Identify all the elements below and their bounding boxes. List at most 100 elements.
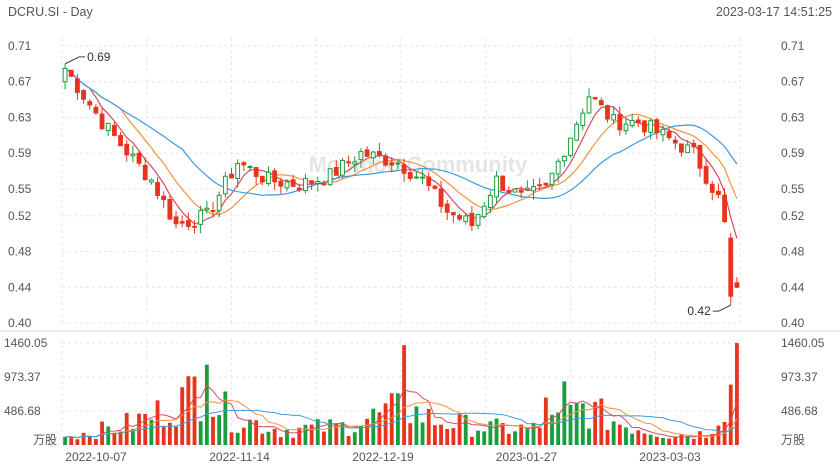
date-label: 2023-01-27 bbox=[496, 450, 558, 464]
price-tick-label: 0.67 bbox=[781, 75, 805, 89]
price-tick-label: 0.63 bbox=[781, 110, 805, 124]
candle bbox=[155, 177, 160, 200]
volume-tick-label: 973.37 bbox=[781, 370, 818, 384]
volume-bar bbox=[303, 424, 308, 445]
volume-tick-label: 1460.05 bbox=[781, 336, 825, 350]
candle bbox=[333, 159, 339, 176]
candle bbox=[185, 212, 191, 231]
candle-body bbox=[87, 101, 93, 106]
volume-bar bbox=[710, 434, 715, 445]
volume-bar bbox=[679, 434, 684, 445]
volume-bar bbox=[93, 438, 98, 445]
candle bbox=[198, 205, 204, 234]
candle-body bbox=[407, 172, 413, 179]
candle-body bbox=[161, 195, 167, 201]
candle-body bbox=[241, 162, 247, 166]
volume-bar bbox=[174, 426, 178, 445]
candle-body bbox=[555, 160, 561, 175]
volume-bar bbox=[192, 376, 197, 445]
candle bbox=[413, 171, 419, 180]
volume-tick-label: 1460.05 bbox=[4, 336, 48, 350]
candle-body bbox=[105, 122, 111, 132]
candle bbox=[475, 214, 481, 230]
candle-body bbox=[413, 176, 419, 179]
candle bbox=[426, 172, 432, 191]
volume-bar bbox=[248, 419, 252, 445]
candle bbox=[524, 180, 530, 192]
moving-average-lines bbox=[64, 67, 738, 239]
candle bbox=[444, 200, 450, 221]
volume-bar bbox=[667, 438, 672, 445]
ma-line-20 bbox=[64, 67, 738, 200]
high-marker-line bbox=[64, 56, 86, 65]
candle bbox=[531, 179, 536, 200]
volume-bar bbox=[488, 421, 493, 445]
candle bbox=[340, 157, 345, 179]
candle bbox=[81, 89, 86, 104]
candle-body bbox=[672, 139, 678, 144]
candle bbox=[321, 180, 327, 187]
candle-body bbox=[734, 282, 740, 288]
date-label: 2022-10-07 bbox=[65, 450, 127, 464]
candle-body bbox=[654, 119, 660, 134]
price-annotations: 0.69 0.42 bbox=[64, 50, 731, 318]
candle-body bbox=[629, 120, 635, 127]
candle-body bbox=[229, 173, 234, 179]
candle bbox=[537, 177, 543, 191]
volume-bar bbox=[673, 437, 678, 445]
candle-body bbox=[142, 164, 148, 181]
candle-body bbox=[148, 179, 154, 183]
candle bbox=[648, 118, 654, 140]
price-panel: Moomoo Community 0.710.670.630.590.550.5… bbox=[0, 38, 840, 332]
symbol-period-label: DCRU.SI - Day bbox=[8, 5, 93, 19]
candle bbox=[192, 220, 197, 234]
candle bbox=[722, 188, 728, 224]
candle-body bbox=[697, 144, 703, 169]
candle-body bbox=[222, 175, 228, 195]
volume-unit-left: 万股 bbox=[33, 433, 57, 447]
volume-bar bbox=[352, 432, 357, 445]
candle-body bbox=[438, 188, 444, 207]
volume-bar bbox=[661, 437, 665, 445]
volume-bar bbox=[63, 436, 67, 445]
candle-body bbox=[605, 105, 610, 120]
candle bbox=[420, 169, 425, 185]
candle bbox=[105, 122, 111, 137]
candle bbox=[592, 96, 598, 101]
candle bbox=[136, 150, 142, 167]
price-grid bbox=[0, 38, 840, 332]
candle-body bbox=[494, 175, 499, 198]
volume-bar bbox=[396, 393, 400, 445]
candle-body bbox=[432, 185, 438, 189]
candle bbox=[309, 180, 315, 190]
candle-body bbox=[660, 128, 666, 136]
volume-bar bbox=[266, 431, 271, 445]
ma-line-5 bbox=[64, 67, 738, 239]
volume-bar bbox=[112, 432, 117, 445]
volume-bar bbox=[235, 432, 240, 445]
candle bbox=[364, 146, 370, 158]
volume-bar bbox=[161, 426, 166, 445]
candle-body bbox=[574, 123, 580, 141]
candle bbox=[642, 119, 647, 137]
candle bbox=[389, 157, 395, 173]
candle bbox=[377, 142, 382, 158]
candle-body bbox=[118, 135, 123, 147]
candle-body bbox=[333, 166, 339, 176]
volume-bar bbox=[167, 422, 172, 445]
candle-body bbox=[592, 97, 598, 100]
volume-bar bbox=[223, 391, 228, 445]
candle bbox=[222, 171, 228, 198]
volume-bar bbox=[482, 431, 487, 445]
volume-bar bbox=[550, 414, 554, 445]
candle-body bbox=[235, 162, 241, 180]
candle bbox=[605, 104, 610, 123]
candle bbox=[179, 215, 185, 228]
candle-body bbox=[549, 172, 555, 185]
price-tick-label: 0.67 bbox=[8, 75, 32, 89]
candle bbox=[296, 183, 302, 193]
volume-bar bbox=[322, 431, 326, 445]
candle bbox=[543, 182, 549, 188]
candle bbox=[142, 157, 148, 181]
